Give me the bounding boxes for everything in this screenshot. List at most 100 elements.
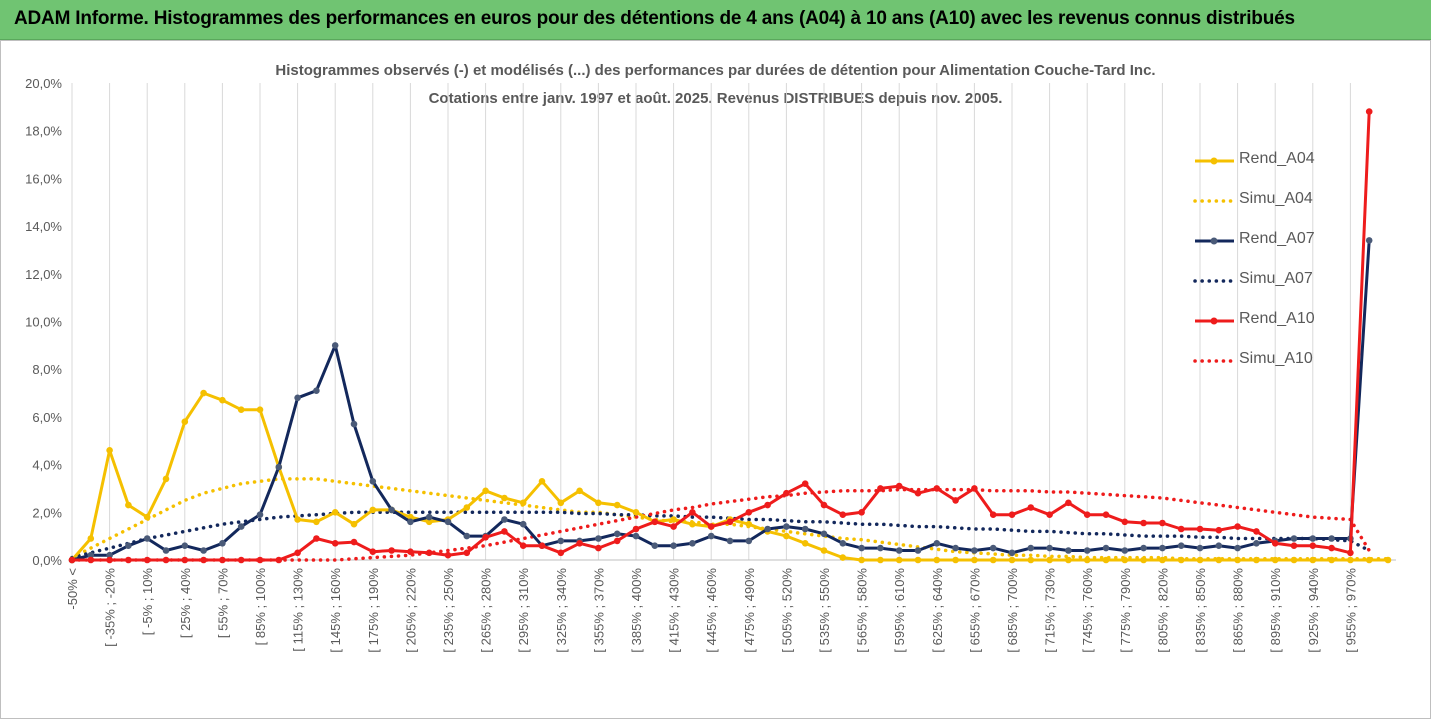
data-point — [707, 532, 715, 540]
data-point — [106, 551, 113, 559]
y-tick-label: 6,0% — [32, 410, 62, 425]
data-point — [1271, 540, 1279, 547]
data-point — [1234, 556, 1241, 564]
chart-subtitle: Cotations entre janv. 1997 et août. 2025… — [428, 90, 1003, 107]
data-point — [501, 494, 508, 502]
data-point — [106, 556, 113, 564]
data-point — [1102, 511, 1110, 518]
data-point — [1328, 544, 1335, 552]
x-tick-label: [ 205% ; 220% — [403, 568, 418, 653]
data-point — [162, 556, 170, 564]
data-point — [331, 342, 339, 349]
data-point — [726, 537, 734, 545]
y-tick-label: 2,0% — [32, 505, 62, 520]
data-point — [350, 420, 358, 428]
data-point — [1065, 556, 1072, 564]
data-point — [1159, 519, 1166, 527]
legend-label: Simu_A07 — [1239, 270, 1313, 287]
data-point — [143, 556, 151, 564]
data-point — [87, 551, 95, 559]
data-point — [839, 554, 847, 561]
x-tick-label: [ 865% ; 880% — [1231, 568, 1246, 653]
data-point — [369, 478, 377, 485]
data-point — [933, 556, 941, 564]
x-tick-label: [ 895% ; 910% — [1268, 568, 1283, 653]
x-tick-label: [ 415% ; 430% — [667, 568, 682, 653]
data-point — [143, 513, 151, 521]
legend-item: Simu_A07 — [1192, 268, 1362, 292]
data-point — [181, 542, 189, 549]
data-point — [745, 520, 753, 528]
x-tick-label: [ 565% ; 580% — [855, 568, 870, 653]
data-point — [1365, 108, 1373, 115]
data-point — [670, 516, 677, 523]
data-point — [369, 506, 377, 514]
data-point — [689, 540, 696, 547]
data-point — [877, 556, 884, 564]
legend-label: Rend_A04 — [1239, 150, 1315, 167]
legend-label: Simu_A10 — [1239, 350, 1313, 367]
data-point — [933, 485, 941, 492]
data-point — [1121, 556, 1129, 564]
data-point — [689, 509, 696, 516]
data-point — [877, 485, 884, 492]
x-tick-label: [ 715% ; 730% — [1043, 568, 1058, 653]
series-line-simu-a04 — [70, 477, 1390, 561]
data-point — [331, 540, 339, 547]
data-point — [350, 520, 358, 528]
data-point — [369, 548, 377, 555]
data-point — [538, 478, 546, 485]
data-point — [1290, 556, 1298, 564]
y-tick-label: 8,0% — [32, 362, 62, 377]
data-point — [689, 520, 696, 528]
data-point — [1271, 556, 1279, 564]
x-tick-label: [ -35% ; -20% — [103, 568, 118, 647]
legend-label: Simu_A04 — [1239, 190, 1313, 207]
data-point — [595, 535, 602, 542]
x-tick-label: [ 475% ; 490% — [742, 568, 757, 653]
data-point — [1065, 547, 1072, 554]
legend-item: Rend_A10 — [1192, 308, 1362, 332]
data-point — [839, 540, 847, 547]
x-tick-label: [ 295% ; 310% — [516, 568, 531, 653]
x-tick-label: [ 85% ; 100% — [253, 568, 268, 646]
data-point — [1121, 518, 1129, 526]
data-point — [576, 487, 583, 495]
data-point — [407, 518, 414, 526]
x-tick-label: -50% < — [65, 568, 80, 610]
data-point — [200, 547, 207, 554]
data-point — [820, 530, 828, 538]
data-point — [1027, 544, 1035, 552]
data-point — [87, 535, 95, 542]
data-point — [1347, 556, 1354, 564]
data-point — [557, 537, 565, 545]
data-point — [858, 544, 865, 552]
data-point — [933, 540, 941, 547]
data-point — [707, 523, 715, 530]
data-point — [1027, 504, 1035, 511]
data-point — [595, 544, 602, 552]
data-point — [1196, 525, 1204, 533]
data-point — [632, 509, 640, 516]
x-tick-label: [ 625% ; 640% — [930, 568, 945, 653]
data-point — [501, 528, 508, 535]
legend-swatch — [1195, 237, 1234, 245]
data-point — [425, 518, 433, 526]
data-point — [820, 501, 828, 509]
data-point — [1008, 511, 1016, 518]
x-tick-label: [ 595% ; 610% — [892, 568, 907, 653]
data-point — [200, 389, 207, 397]
data-point — [219, 556, 226, 564]
data-point — [1309, 556, 1317, 564]
data-point — [463, 549, 471, 557]
data-point — [613, 501, 621, 509]
data-point — [764, 525, 771, 533]
data-point — [482, 487, 489, 495]
data-point — [613, 537, 621, 545]
y-tick-label: 14,0% — [25, 219, 62, 234]
data-point — [294, 516, 301, 523]
data-point — [971, 547, 978, 554]
data-point — [106, 447, 113, 454]
data-point — [1234, 544, 1241, 552]
